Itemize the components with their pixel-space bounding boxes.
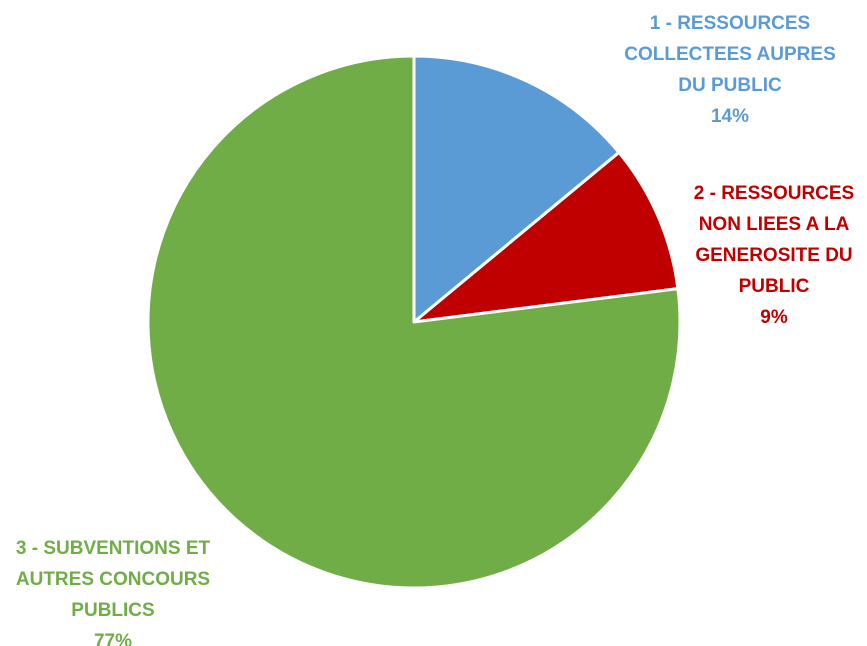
slice-label-subsidies: 3 - SUBVENTIONS ET AUTRES CONCOURS PUBLI… [0,533,226,646]
slice-label-line: DU PUBLIC [678,75,782,96]
slice-label-line: COLLECTEES AUPRES [624,44,836,65]
slice-label-collected-resources: 1 - RESSOURCES COLLECTEES AUPRES DU PUBL… [620,8,840,132]
slice-label-line: PUBLICS [71,600,155,621]
slice-value-label: 77% [93,631,133,646]
slice-value-label: 14% [710,106,750,127]
slice-label-non-generosity-resources: 2 - RESSOURCES NON LIEES A LA GENEROSITE… [682,178,866,333]
slice-value-label: 9% [760,307,788,328]
slice-subsidies [146,54,682,590]
slice-label-line: AUTRES CONCOURS [15,569,211,590]
slice-label-line: 1 - RESSOURCES [649,13,811,34]
slice-label-line: GENEROSITE DU [695,245,853,266]
slice-label-line: PUBLIC [738,276,810,297]
slice-label-line: NON LIEES A LA [698,214,850,235]
slice-collected-resources [412,54,621,324]
slice-label-line: 2 - RESSOURCES [693,183,855,204]
slice-label-line: 3 - SUBVENTIONS ET [15,538,211,559]
slice-non-generosity-resources [412,150,680,324]
